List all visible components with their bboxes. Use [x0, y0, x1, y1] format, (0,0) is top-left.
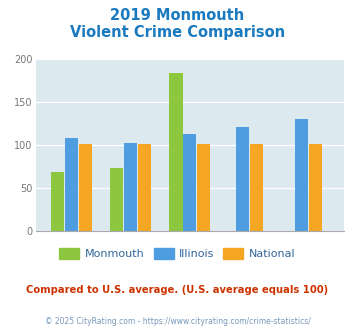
- Bar: [51, 172, 64, 231]
- Bar: [124, 144, 137, 231]
- Bar: [110, 168, 123, 231]
- Text: Violent Crime Comparison: Violent Crime Comparison: [70, 25, 285, 40]
- Bar: [197, 144, 211, 231]
- Legend: Monmouth, Illinois, National: Monmouth, Illinois, National: [55, 244, 300, 263]
- Bar: [138, 144, 151, 231]
- Bar: [236, 127, 249, 231]
- Text: 2019 Monmouth: 2019 Monmouth: [110, 8, 245, 23]
- Bar: [78, 144, 92, 231]
- Bar: [309, 144, 322, 231]
- Bar: [65, 138, 78, 231]
- Bar: [295, 119, 308, 231]
- Text: © 2025 CityRating.com - https://www.cityrating.com/crime-statistics/: © 2025 CityRating.com - https://www.city…: [45, 317, 310, 326]
- Text: Compared to U.S. average. (U.S. average equals 100): Compared to U.S. average. (U.S. average …: [26, 285, 329, 295]
- Bar: [169, 73, 182, 231]
- Bar: [184, 134, 196, 231]
- Bar: [250, 144, 263, 231]
